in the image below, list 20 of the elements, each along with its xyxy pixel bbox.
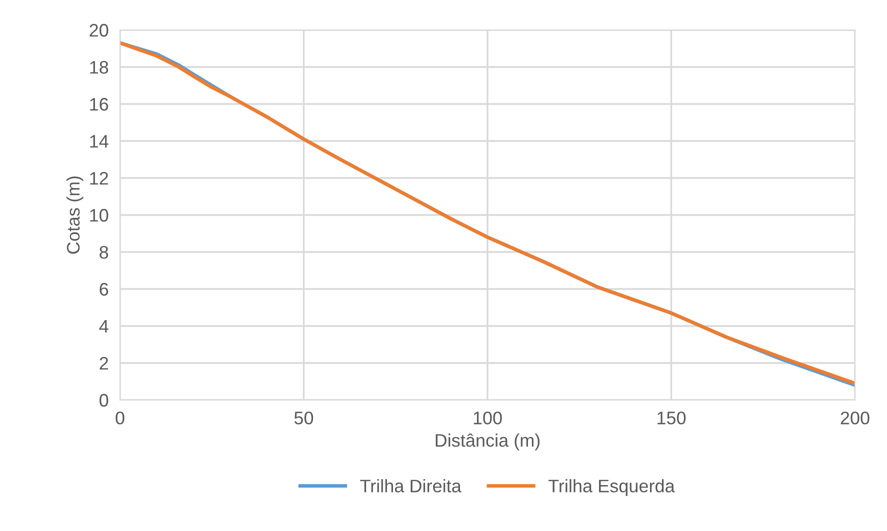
x-tick-label: 100 xyxy=(474,412,502,424)
legend-label: Trilha Esquerda xyxy=(548,479,675,496)
y-tick-label: 10 xyxy=(90,208,108,222)
legend-label: Trilha Direita xyxy=(360,479,462,492)
y-tick-label: 0 xyxy=(100,394,108,407)
y-tick-label: 2 xyxy=(100,356,108,370)
x-tick-label: 50 xyxy=(294,412,314,424)
y-tick-label: 8 xyxy=(100,246,108,259)
y-tick-label: 18 xyxy=(90,60,108,74)
x-axis-title: Distância (m) xyxy=(436,433,540,450)
x-tick-label: 150 xyxy=(658,412,686,424)
y-tick-label: 20 xyxy=(90,24,108,37)
y-tick-label: 16 xyxy=(90,98,108,111)
y-tick-label: 6 xyxy=(100,282,108,296)
x-tick-label: 0 xyxy=(116,412,124,424)
y-axis-title: Cotas (m) xyxy=(66,176,84,254)
y-tick-label: 12 xyxy=(90,172,108,185)
y-tick-label: 14 xyxy=(90,135,108,148)
x-tick-label: 200 xyxy=(840,412,870,424)
y-tick-label: 4 xyxy=(99,320,108,333)
